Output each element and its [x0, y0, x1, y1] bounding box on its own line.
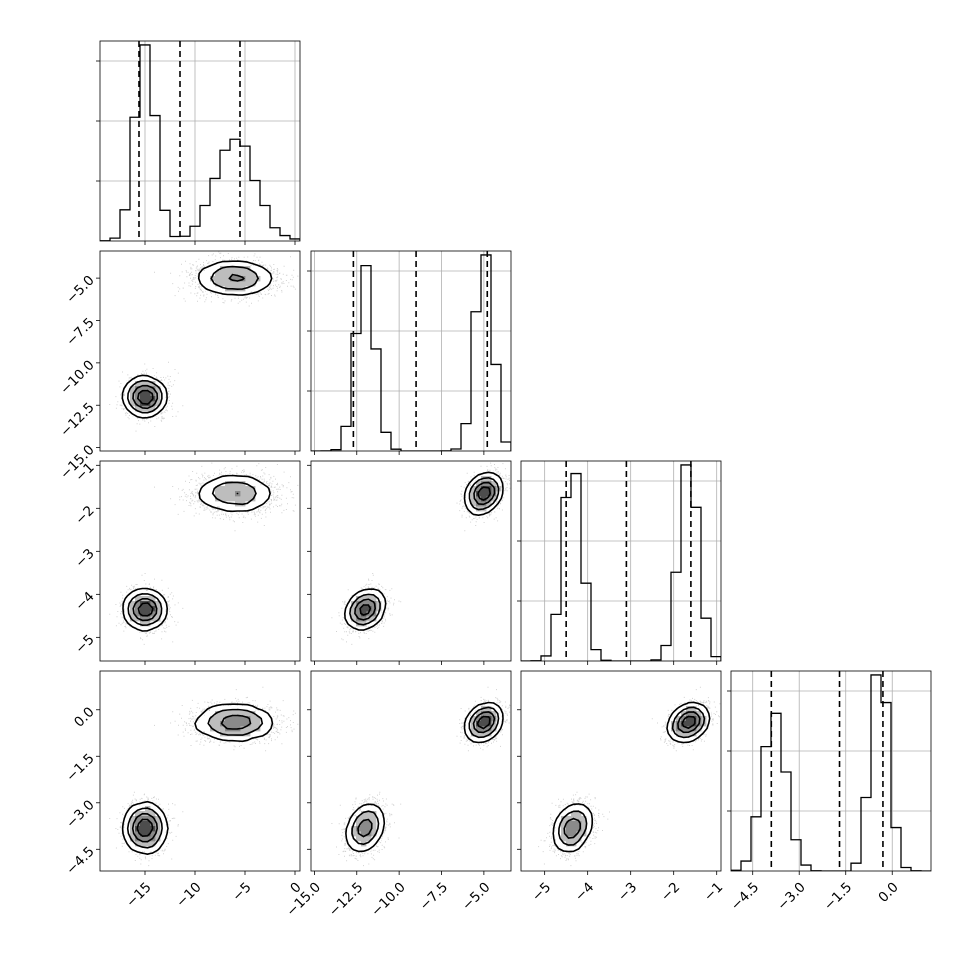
x-tick-label: −5: [529, 879, 554, 904]
contour-level-0: [121, 703, 274, 855]
panel-frame-2-0: [99, 460, 301, 662]
panel-frame-3-3: [730, 670, 932, 872]
contour-level-2: [131, 714, 252, 843]
contour-level-3: [359, 486, 491, 616]
contour-level-3: [137, 389, 154, 405]
y-tick-label: −2: [72, 503, 97, 528]
contour-level-3: [681, 715, 696, 729]
contour-level-2: [357, 711, 496, 838]
contour-level-1: [349, 477, 500, 626]
panel-content-3-1: [331, 686, 511, 867]
density-level-3: [681, 716, 697, 727]
x-tick-label: −1: [701, 879, 726, 904]
density-level-3: [476, 716, 492, 727]
contour-level-1: [127, 265, 259, 414]
contour-level-0: [552, 701, 711, 853]
contour-level-3: [136, 818, 154, 837]
density-level-3: [140, 391, 156, 407]
contour-level-3: [476, 715, 491, 730]
panel-frame-1-1: [310, 250, 512, 452]
panel-content-3-2: [538, 686, 721, 867]
panel-frame-2-1: [310, 460, 512, 662]
panel-frame-2-2: [520, 460, 722, 662]
panel-content-2-2: [521, 461, 721, 661]
x-tick-label: −4.5: [728, 879, 762, 913]
contour-level-0: [121, 260, 273, 419]
x-tick-label: −12.5: [326, 879, 367, 920]
y-tick-label: 0.0: [71, 704, 98, 731]
x-tick-label: −1.5: [821, 879, 855, 913]
histogram-3: [731, 674, 931, 871]
y-tick-label: −5: [72, 632, 97, 657]
panel-content-0-0: [100, 41, 300, 241]
y-tick-label: −4.5: [63, 844, 97, 878]
y-tick-label: −3: [72, 546, 97, 571]
panel-content-3-3: [731, 671, 931, 871]
panel-frame-3-1: [310, 670, 512, 872]
panel-frame-0-0: [99, 40, 301, 242]
contour-level-1: [351, 706, 500, 845]
x-tick-label: −4: [572, 879, 597, 904]
panel-frame-3-2: [520, 670, 722, 872]
histogram-1: [311, 254, 511, 451]
x-tick-label: −5: [229, 879, 254, 904]
y-tick-label: −7.5: [63, 315, 97, 349]
contour-level-2: [132, 492, 239, 622]
histogram-2: [521, 464, 721, 661]
density-level-3: [140, 601, 156, 617]
panel-frame-3-0: [99, 670, 301, 872]
x-tick-label: −3.0: [774, 879, 808, 913]
y-tick-label: −3.0: [63, 797, 97, 831]
y-tick-label: −1.5: [63, 751, 97, 785]
contour-level-0: [344, 471, 504, 631]
contour-level-1: [127, 481, 257, 626]
contour-level-1: [558, 706, 706, 846]
contour-level-0: [345, 701, 504, 853]
histogram-0: [100, 44, 300, 241]
contour-level-0: [122, 474, 271, 632]
x-tick-label: 0.0: [875, 879, 902, 906]
y-tick-label: −12.5: [57, 400, 98, 441]
x-tick-label: −2: [658, 879, 683, 904]
x-tick-label: −10.0: [368, 879, 409, 920]
contour-level-2: [354, 481, 496, 621]
panel-content-2-1: [331, 462, 511, 645]
x-tick-label: −3: [615, 879, 640, 904]
density-level-0: [124, 706, 271, 857]
y-tick-label: −5.0: [63, 272, 97, 306]
panel-content-1-0: [109, 251, 299, 432]
y-tick-label: −4: [72, 589, 97, 614]
panel-content-1-1: [311, 251, 511, 451]
panel-content-3-0: [109, 686, 299, 867]
contour-level-2: [132, 273, 245, 410]
x-tick-label: −10: [173, 879, 204, 910]
panel-content-2-0: [109, 462, 299, 645]
x-tick-label: −15: [123, 879, 154, 910]
y-tick-label: −10.0: [57, 357, 98, 398]
x-tick-label: −5.0: [459, 879, 493, 913]
contour-level-2: [563, 711, 701, 839]
contour-level-3: [137, 602, 154, 617]
x-tick-label: −7.5: [417, 879, 451, 913]
contour-level-1: [126, 708, 264, 849]
panel-frame-1-0: [99, 250, 301, 452]
